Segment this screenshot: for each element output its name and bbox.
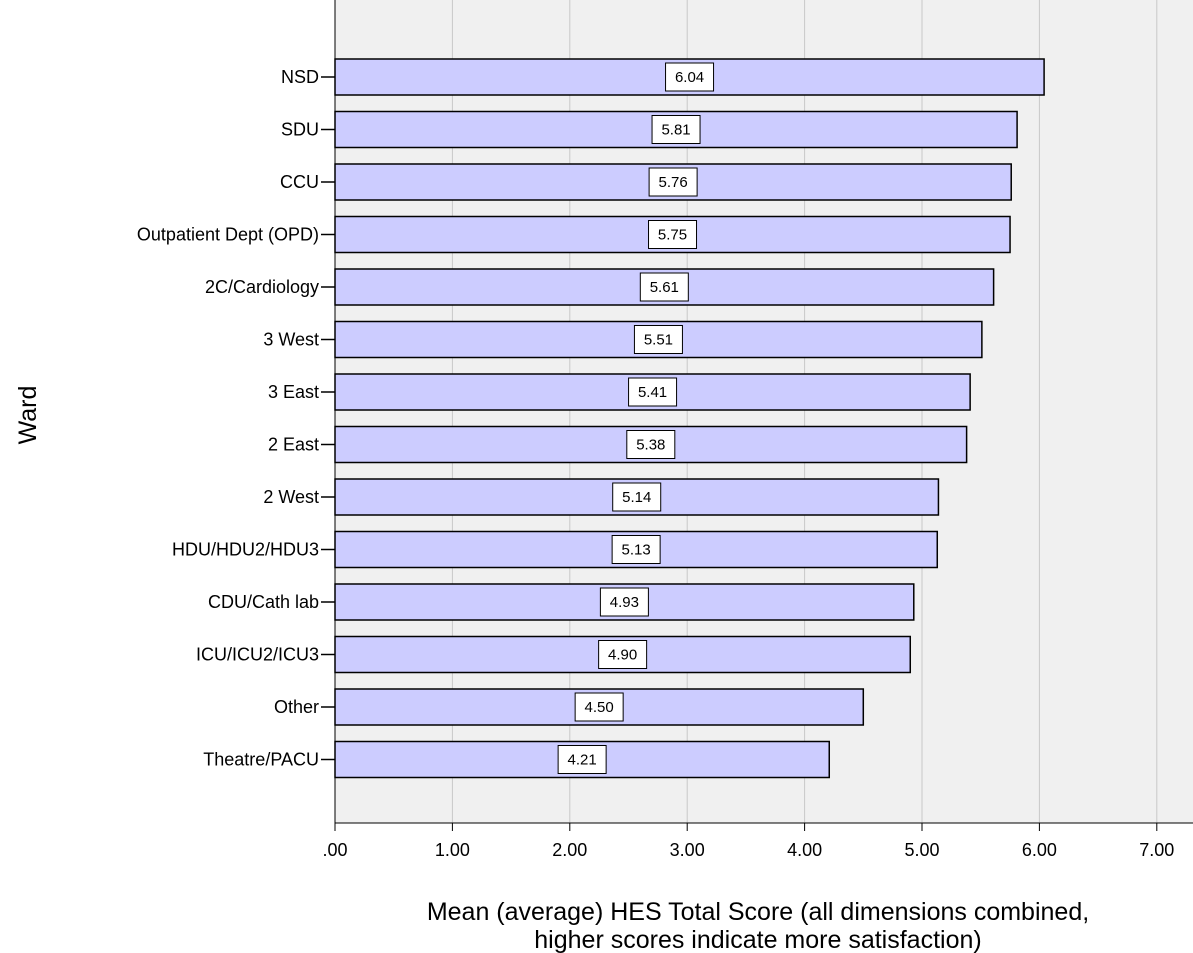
data-label: 5.75 <box>658 227 687 244</box>
y-category-labels: NSD SDU CCU Outpatient Dept (OPD) 2C/Cardiol… <box>137 67 335 770</box>
y-category-label: NSD <box>281 67 319 87</box>
y-category-label: 2 West <box>263 487 319 507</box>
data-label-box <box>598 640 648 669</box>
data-label: 5.76 <box>659 174 688 191</box>
data-label-box <box>651 115 701 144</box>
data-label: 5.14 <box>622 489 651 506</box>
data-label: 5.81 <box>661 122 690 139</box>
y-category-label: CDU/Cath lab <box>208 592 319 612</box>
data-label: 5.61 <box>650 279 679 296</box>
data-label: 5.41 <box>638 384 667 401</box>
x-tick-labels: .00 1.00 2.00 3.00 4.00 5.00 6.00 7.00 <box>322 823 1174 860</box>
data-label: 4.50 <box>585 699 614 716</box>
x-tick-label: 4.00 <box>787 840 822 860</box>
data-label: 5.51 <box>644 332 673 349</box>
x-tick-label: 5.00 <box>904 840 939 860</box>
data-label: 4.21 <box>568 752 597 769</box>
x-tick-label: 7.00 <box>1139 840 1174 860</box>
y-axis-title: Ward <box>14 386 42 445</box>
y-category-label: 3 East <box>268 382 319 402</box>
data-label-box <box>574 692 624 722</box>
data-label: 4.93 <box>610 594 639 611</box>
data-label-box <box>599 587 649 617</box>
data-label-box <box>628 377 678 407</box>
bars: 6.04 5.81 5.76 5.75 5.61 5.51 5.41 5.38 5.14 5.13… <box>334 58 1045 779</box>
data-label: 5.13 <box>622 542 651 559</box>
y-category-label: 2C/Cardiology <box>205 277 319 297</box>
data-label-box <box>612 482 662 512</box>
data-label: 4.90 <box>608 647 637 664</box>
data-label-box <box>611 535 661 564</box>
data-label-box <box>665 62 715 92</box>
y-category-label: HDU/HDU2/HDU3 <box>172 540 319 560</box>
x-tick-label: 2.00 <box>552 840 587 860</box>
y-category-label: 2 East <box>268 435 319 455</box>
data-label-box <box>648 220 698 249</box>
x-tick-label: 3.00 <box>670 840 705 860</box>
data-label: 6.04 <box>675 69 704 86</box>
data-label-box <box>626 430 676 459</box>
data-label-box <box>557 745 607 774</box>
x-tick-label: 6.00 <box>1022 840 1057 860</box>
data-label-box <box>633 325 683 354</box>
x-tick-label: .00 <box>322 840 347 860</box>
y-category-label: Other <box>274 697 319 717</box>
data-label-box <box>648 167 698 197</box>
y-category-label: 3 West <box>263 330 319 350</box>
y-category-label: ICU/ICU2/ICU3 <box>196 645 319 665</box>
data-label-box <box>639 272 689 302</box>
x-tick-label: 1.00 <box>435 840 470 860</box>
x-axis-title-line-1: Mean (average) HES Total Score (all dime… <box>427 898 1089 926</box>
y-category-label: CCU <box>280 172 319 192</box>
data-label: 5.38 <box>636 437 665 454</box>
x-axis-title-line-2: higher scores indicate more satisfaction… <box>534 926 981 953</box>
y-category-label: Outpatient Dept (OPD) <box>137 225 319 245</box>
y-category-label: Theatre/PACU <box>203 750 319 770</box>
y-category-label: SDU <box>281 120 319 140</box>
